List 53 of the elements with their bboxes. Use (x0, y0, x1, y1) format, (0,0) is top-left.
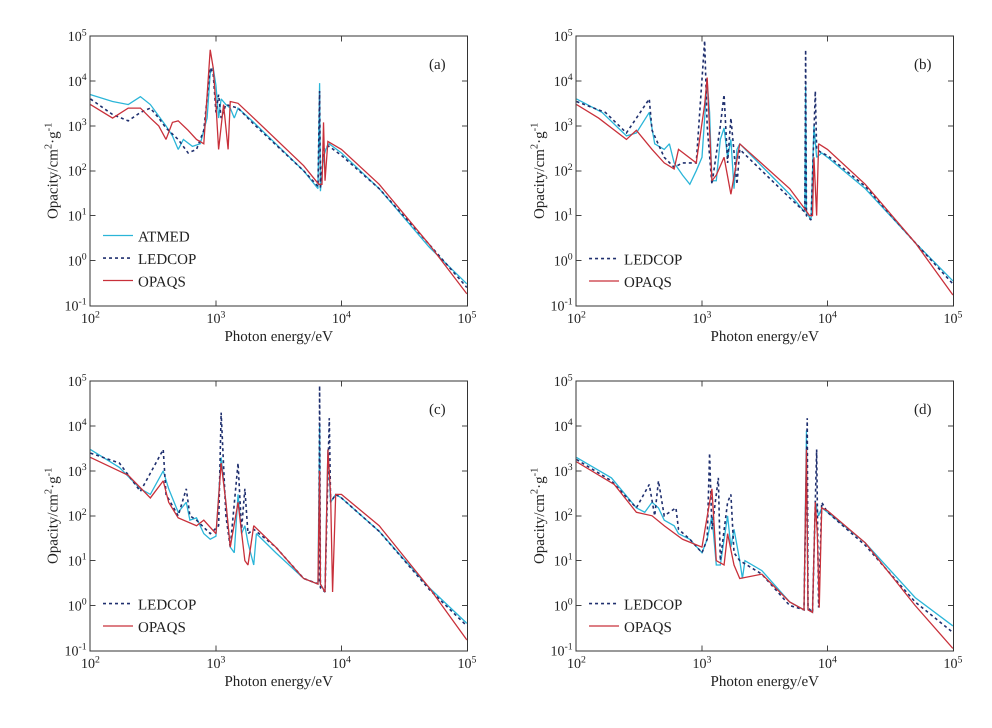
x-tick-label: 10$^{3}$ (692, 309, 712, 328)
y-tick-label: 10$^{1}$ (554, 552, 573, 570)
annotation: (c) (429, 402, 446, 418)
legend-label: ATMED (138, 229, 190, 246)
y-tick-label: 10$^{2}$ (554, 506, 573, 525)
annotation: (b) (914, 57, 932, 73)
x-tick-label: 10$^{4}$ (332, 309, 351, 328)
x-tick-label: 10$^{4}$ (332, 654, 351, 672)
y-tick-label: 10$^{2}$ (68, 162, 87, 180)
y-tick-label: 10$^{1}$ (68, 552, 87, 570)
y-tick-label: 10$^{4}$ (68, 72, 87, 90)
y-tick-label: 10$^{4}$ (554, 72, 573, 90)
y-tick-label: 10$^{5}$ (68, 27, 87, 46)
y-tick-label: 10$^{0}$ (554, 252, 573, 270)
x-tick-label: 10$^{3}$ (206, 654, 226, 672)
x-tick-label: 10$^{5}$ (457, 654, 476, 672)
annotation: (d) (914, 402, 932, 418)
x-axis-title: Photon energy/eV (224, 674, 334, 690)
y-tick-label: 10$^{3}$ (68, 462, 87, 480)
y-tick-label: 10$^{2}$ (554, 162, 573, 180)
y-tick-label: 10$^{4}$ (68, 417, 87, 435)
x-tick-label: 10$^{3}$ (692, 654, 712, 672)
y-tick-label: 10$^{5}$ (68, 372, 87, 390)
y-tick-label: 10$^{2}$ (68, 506, 87, 525)
y-tick-label: 10$^{1}$ (68, 206, 87, 225)
x-tick-label: 10$^{3}$ (206, 309, 226, 328)
legend-label: OPAQS (138, 274, 186, 290)
legend-label: LEDCOP (138, 597, 196, 614)
legend-label: OPAQS (138, 620, 186, 636)
legend-label: OPAQS (624, 274, 672, 291)
y-tick-label: 10$^{5}$ (554, 372, 573, 390)
legend-label: OPAQS (624, 620, 672, 636)
y-tick-label: 10$^{3}$ (68, 116, 87, 135)
y-tick-label: 10$^{4}$ (554, 417, 573, 435)
y-tick-label: 10$^{0}$ (68, 596, 87, 614)
x-axis-title: Photon energy/eV (224, 329, 334, 346)
y-tick-label: 10$^{0}$ (68, 252, 87, 270)
x-tick-label: 10$^{5}$ (457, 309, 476, 328)
annotation: (a) (429, 57, 446, 73)
y-tick-label: 10$^{1}$ (554, 206, 573, 225)
x-tick-label: 10$^{4}$ (818, 654, 838, 672)
x-tick-label: 10$^{4}$ (818, 309, 838, 328)
y-tick-label: 10$^{3}$ (554, 462, 573, 480)
x-axis-title: Photon energy/eV (710, 329, 820, 346)
y-tick-label: 10$^{5}$ (554, 27, 573, 46)
y-tick-label: 10$^{3}$ (554, 116, 573, 135)
x-tick-label: 10$^{5}$ (943, 654, 962, 672)
legend-label: LEDCOP (624, 597, 682, 614)
legend-label: LEDCOP (624, 252, 682, 268)
x-tick-label: 10$^{5}$ (943, 309, 962, 328)
y-tick-label: 10$^{0}$ (554, 596, 573, 614)
x-axis-title: Photon energy/eV (710, 674, 820, 690)
legend-label: LEDCOP (138, 252, 196, 268)
